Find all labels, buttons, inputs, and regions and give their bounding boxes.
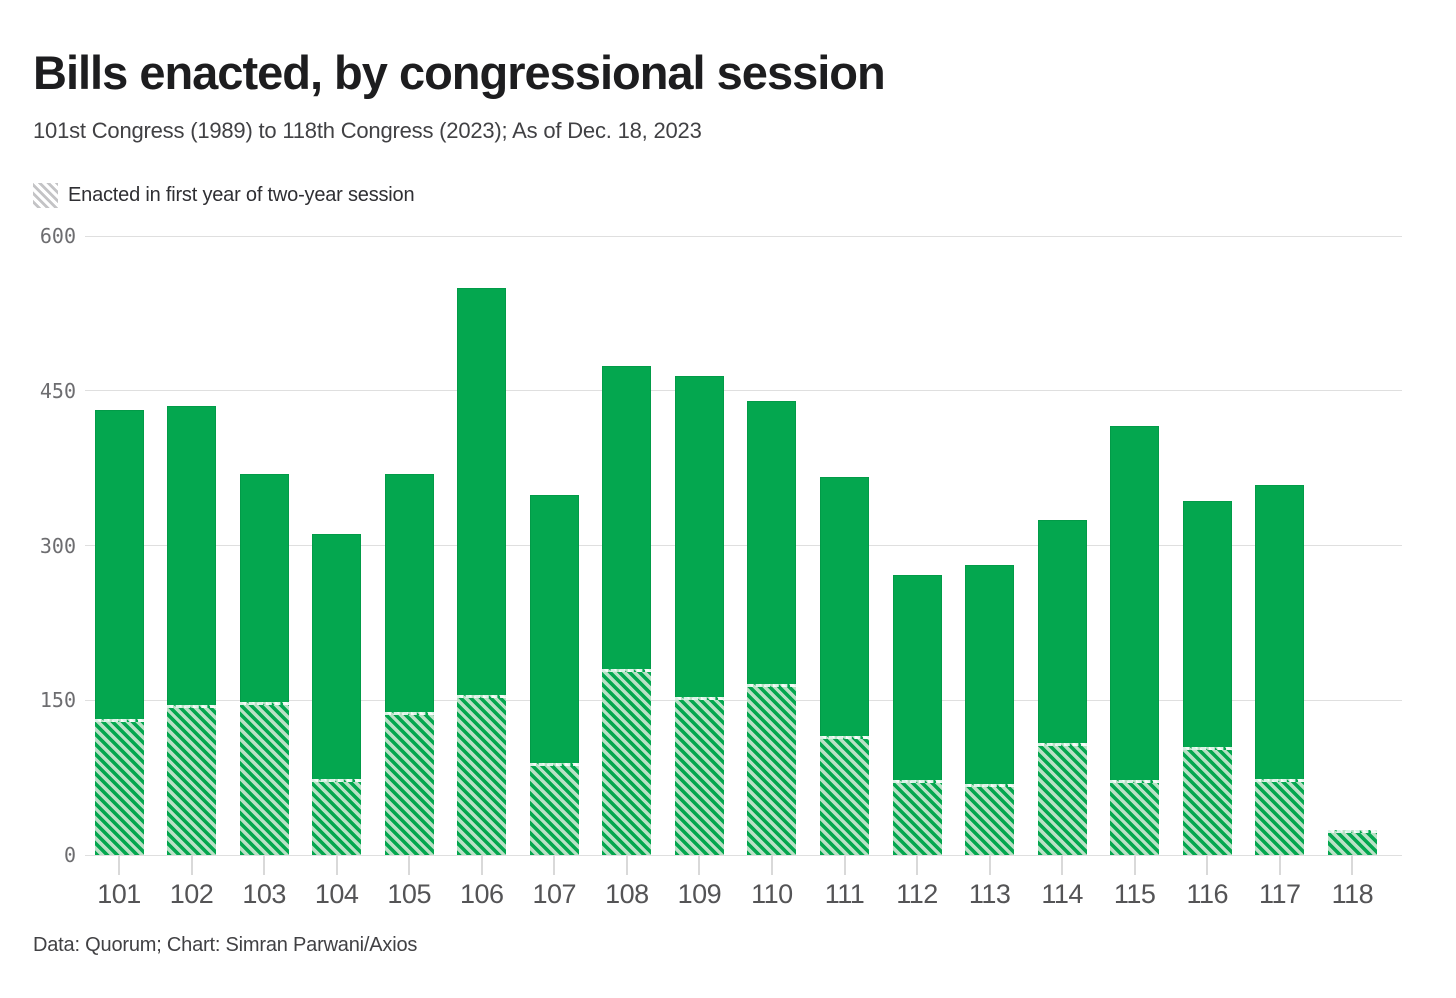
source-credit: Data: Quorum; Chart: Simran Parwani/Axio… (33, 934, 418, 956)
bar-112-first-year-segment (892, 779, 942, 855)
x-axis-label-114: 114 (1041, 879, 1083, 909)
x-axis-tick-116 (1206, 855, 1209, 875)
bar-103-first-year-segment (239, 702, 289, 855)
x-axis-tick-102 (190, 855, 193, 875)
bar-113-first-year-segment (965, 783, 1015, 855)
bar-110[interactable] (747, 401, 797, 855)
x-axis-label-110: 110 (751, 879, 793, 909)
bar-109-first-year-segment (674, 697, 724, 855)
x-axis-label-102: 102 (169, 879, 214, 909)
x-axis-label-104: 104 (314, 879, 359, 909)
y-axis-tick-label-450: 450 (39, 378, 76, 403)
x-axis-tick-111 (843, 855, 846, 875)
gridline-150 (85, 699, 1402, 701)
gridline-600 (85, 235, 1402, 237)
gridline-300 (85, 545, 1402, 546)
bar-115[interactable] (1110, 425, 1160, 855)
chart-title: Bills enacted, by congressional session (33, 46, 886, 99)
x-axis-label-101: 101 (97, 879, 141, 909)
legend-label: Enacted in first year of two-year sessio… (68, 184, 415, 206)
x-axis-label-112: 112 (896, 879, 938, 909)
x-axis-tick-101 (118, 855, 120, 875)
bar-116-first-year-segment (1182, 746, 1232, 855)
legend: Enacted in first year of two-year sessio… (33, 183, 415, 208)
bar-115-first-year-segment (1110, 779, 1160, 855)
y-axis-tick-label-0: 0 (63, 843, 76, 867)
x-axis-tick-105 (408, 855, 411, 875)
x-axis-tick-106 (480, 855, 483, 875)
x-axis-tick-108 (625, 855, 628, 875)
bar-118-first-year-segment (1327, 830, 1377, 855)
x-axis-tick-113 (988, 855, 991, 875)
x-axis-label-107: 107 (532, 879, 577, 909)
bar-106[interactable] (457, 287, 507, 855)
bar-107[interactable] (529, 494, 579, 855)
y-axis-tick-label-150: 150 (39, 688, 76, 713)
bar-109[interactable] (674, 376, 724, 855)
x-axis-tick-117 (1278, 855, 1281, 875)
plot-area: 101 102 103 104 105 106 107 108 109 110 111 112 113 1… (85, 235, 1402, 909)
bar-102-first-year-segment (167, 705, 217, 855)
bar-118[interactable] (1327, 830, 1377, 855)
bar-114-first-year-segment (1037, 742, 1087, 855)
x-axis-label-117: 117 (1259, 879, 1301, 909)
bar-113[interactable] (965, 565, 1015, 855)
x-axis-label-109: 109 (677, 879, 722, 909)
bar-103[interactable] (239, 474, 289, 855)
bar-116[interactable] (1182, 501, 1232, 855)
bar-106-first-year-segment (457, 695, 507, 855)
bar-104-first-year-segment (312, 778, 362, 855)
x-axis-label-113: 113 (968, 879, 1011, 909)
bar-111[interactable] (820, 477, 869, 855)
y-axis-tick-label-300: 300 (39, 533, 76, 558)
bar-102[interactable] (167, 406, 217, 855)
gridline-450 (85, 390, 1402, 392)
x-axis-tick-104 (335, 855, 338, 875)
x-axis-label-106: 106 (459, 879, 504, 909)
bar-117[interactable] (1255, 484, 1305, 855)
legend-hatch-swatch-icon (33, 183, 58, 208)
x-axis-tick-112 (916, 855, 919, 875)
bar-114[interactable] (1037, 519, 1087, 855)
x-axis-label-115: 115 (1113, 879, 1156, 909)
x-axis-label-103: 103 (242, 879, 286, 909)
bar-108-first-year-segment (602, 669, 652, 855)
bar-108[interactable] (602, 366, 652, 855)
x-axis-tick-109 (698, 855, 701, 875)
bar-104[interactable] (312, 534, 362, 855)
x-axis-tick-118 (1351, 855, 1354, 875)
bar-111-first-year-segment (820, 736, 869, 855)
bar-110-first-year-segment (747, 683, 797, 855)
x-axis-label-116: 116 (1186, 879, 1229, 909)
x-axis-tick-110 (770, 855, 773, 875)
chart-subtitle: 101st Congress (1989) to 118th Congress … (33, 118, 702, 143)
x-axis-label-108: 108 (605, 879, 649, 909)
bar-107-first-year-segment (529, 763, 579, 855)
bar-105-first-year-segment (384, 711, 434, 855)
bar-112[interactable] (892, 575, 942, 855)
x-axis-label-111: 111 (824, 879, 865, 909)
x-axis-tick-103 (263, 855, 266, 875)
x-axis-tick-114 (1061, 855, 1064, 875)
y-axis-tick-label-600: 600 (39, 224, 76, 248)
x-axis-label-118: 118 (1331, 879, 1374, 909)
bar-117-first-year-segment (1255, 778, 1305, 855)
x-axis-tick-115 (1133, 855, 1136, 875)
bar-101[interactable] (94, 410, 144, 855)
gridline-0 (85, 854, 1402, 856)
x-axis-label-105: 105 (387, 879, 431, 909)
bar-101-first-year-segment (94, 718, 144, 855)
x-axis-tick-107 (553, 855, 556, 875)
bar-105[interactable] (384, 474, 434, 855)
